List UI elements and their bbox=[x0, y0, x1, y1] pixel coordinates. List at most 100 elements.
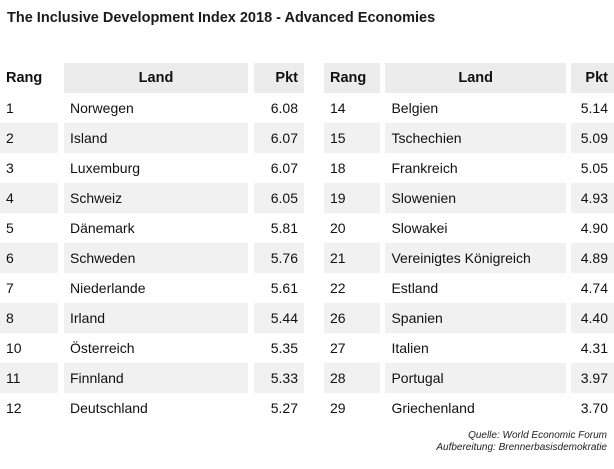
land-cell: Frankreich bbox=[391, 160, 458, 176]
table-row: 20 Slowakei 4.90 bbox=[324, 213, 614, 243]
land-cell: Slowakei bbox=[391, 220, 448, 236]
land-cell: Italien bbox=[391, 340, 429, 356]
column-header-rang: Rang bbox=[0, 63, 58, 93]
pkt-cell: 6.08 bbox=[270, 100, 298, 116]
pkt-cell: 5.27 bbox=[270, 400, 298, 416]
rang-cell: 5 bbox=[6, 220, 14, 236]
land-cell: Dänemark bbox=[70, 220, 135, 236]
pkt-cell: 5.33 bbox=[254, 363, 304, 393]
source-note: Quelle: World Economic Forum Aufbereitun… bbox=[436, 430, 607, 454]
table-row: 14 Belgien 5.14 bbox=[324, 93, 614, 123]
rang-cell: 3 bbox=[6, 160, 14, 176]
land-cell: Portugal bbox=[385, 363, 566, 393]
pkt-cell: 6.07 bbox=[270, 160, 298, 176]
land-cell: Österreich bbox=[70, 340, 135, 356]
table-row: 27 Italien 4.31 bbox=[324, 333, 614, 363]
rang-cell: 21 bbox=[324, 243, 381, 273]
table-row: 6 Schweden 5.76 bbox=[0, 243, 304, 273]
pkt-cell: 5.61 bbox=[270, 280, 298, 296]
column-header-rang: Rang bbox=[324, 63, 381, 93]
land-cell: Schweiz bbox=[64, 183, 248, 213]
pkt-cell: 5.35 bbox=[270, 340, 298, 356]
pkt-cell: 4.93 bbox=[571, 183, 614, 213]
land-cell: Schweden bbox=[64, 243, 248, 273]
credit-line: Aufbereitung: Brennerbasisdemokratie bbox=[436, 442, 607, 453]
pkt-cell: 5.44 bbox=[254, 303, 304, 333]
rang-cell: 2 bbox=[0, 123, 58, 153]
rang-cell: 4 bbox=[0, 183, 58, 213]
land-cell: Estland bbox=[391, 280, 439, 296]
land-cell: Finnland bbox=[64, 363, 248, 393]
table-header-row: Rang Land Pkt bbox=[324, 63, 614, 93]
table-row: 7 Niederlande 5.61 bbox=[0, 273, 304, 303]
source-line: Quelle: World Economic Forum bbox=[468, 430, 607, 441]
table-header-row: Rang Land Pkt bbox=[0, 63, 304, 93]
rang-cell: 7 bbox=[6, 280, 14, 296]
table-row: 12 Deutschland 5.27 bbox=[0, 393, 304, 423]
rang-cell: 11 bbox=[0, 363, 58, 393]
pkt-cell: 4.90 bbox=[580, 220, 608, 236]
table-row: 2 Island 6.07 bbox=[0, 123, 304, 153]
table-row: 10 Österreich 5.35 bbox=[0, 333, 304, 363]
land-cell: Belgien bbox=[391, 100, 439, 116]
rang-cell: 29 bbox=[330, 400, 346, 416]
rang-cell: 19 bbox=[324, 183, 381, 213]
column-header-pkt: Pkt bbox=[254, 63, 304, 93]
table-row: 1 Norwegen 6.08 bbox=[0, 93, 304, 123]
column-header-land: Land bbox=[385, 63, 566, 93]
table-body-left: 1 Norwegen 6.08 2 Island 6.07 3 Luxemburg 6.07 4 S… bbox=[0, 93, 304, 423]
rang-cell: 20 bbox=[330, 220, 346, 236]
rang-cell: 27 bbox=[330, 340, 346, 356]
pkt-cell: 5.09 bbox=[571, 123, 614, 153]
column-header-pkt: Pkt bbox=[571, 63, 614, 93]
table-row: 11 Finnland 5.33 bbox=[0, 363, 304, 393]
table-row: 21 Vereinigtes Königreich 4.89 bbox=[324, 243, 614, 273]
rang-cell: 10 bbox=[6, 340, 22, 356]
table-row: 4 Schweiz 6.05 bbox=[0, 183, 304, 213]
table-row: 3 Luxemburg 6.07 bbox=[0, 153, 304, 183]
table-row: 26 Spanien 4.40 bbox=[324, 303, 614, 333]
table-body-right: 14 Belgien 5.14 15 Tschechien 5.09 18 Frankreic… bbox=[324, 93, 614, 423]
pkt-cell: 3.97 bbox=[571, 363, 614, 393]
pkt-cell: 4.89 bbox=[571, 243, 614, 273]
land-cell: Island bbox=[64, 123, 248, 153]
rang-cell: 6 bbox=[0, 243, 58, 273]
rang-cell: 15 bbox=[324, 123, 381, 153]
land-cell: Griechenland bbox=[391, 400, 475, 416]
pkt-cell: 3.70 bbox=[580, 400, 608, 416]
rang-cell: 28 bbox=[324, 363, 381, 393]
pkt-cell: 5.81 bbox=[270, 220, 298, 236]
rang-cell: 1 bbox=[6, 100, 14, 116]
land-cell: Spanien bbox=[385, 303, 566, 333]
table-row: 15 Tschechien 5.09 bbox=[324, 123, 614, 153]
pkt-cell: 4.40 bbox=[571, 303, 614, 333]
rang-cell: 22 bbox=[330, 280, 346, 296]
rang-cell: 18 bbox=[330, 160, 346, 176]
land-cell: Tschechien bbox=[385, 123, 566, 153]
land-cell: Irland bbox=[64, 303, 248, 333]
ranking-table-left: Rang Land Pkt 1 Norwegen 6.08 2 Island 6.07 3 L… bbox=[0, 63, 304, 423]
land-cell: Slowenien bbox=[385, 183, 566, 213]
table-row: 29 Griechenland 3.70 bbox=[324, 393, 614, 423]
pkt-cell: 6.05 bbox=[254, 183, 304, 213]
pkt-cell: 5.14 bbox=[580, 100, 608, 116]
table-row: 8 Irland 5.44 bbox=[0, 303, 304, 333]
pkt-cell: 5.05 bbox=[580, 160, 608, 176]
rang-cell: 26 bbox=[324, 303, 381, 333]
pkt-cell: 6.07 bbox=[254, 123, 304, 153]
land-cell: Niederlande bbox=[70, 280, 146, 296]
column-header-land: Land bbox=[64, 63, 248, 93]
pkt-cell: 4.31 bbox=[580, 340, 608, 356]
ranking-table-right: Rang Land Pkt 14 Belgien 5.14 15 Tschechien 5… bbox=[324, 63, 614, 423]
land-cell: Norwegen bbox=[70, 100, 134, 116]
land-cell: Vereinigtes Königreich bbox=[385, 243, 566, 273]
page-title: The Inclusive Development Index 2018 - A… bbox=[7, 10, 436, 26]
table-row: 19 Slowenien 4.93 bbox=[324, 183, 614, 213]
pkt-cell: 5.76 bbox=[254, 243, 304, 273]
rang-cell: 12 bbox=[6, 400, 22, 416]
land-cell: Deutschland bbox=[70, 400, 148, 416]
land-cell: Luxemburg bbox=[70, 160, 141, 176]
table-row: 18 Frankreich 5.05 bbox=[324, 153, 614, 183]
rang-cell: 8 bbox=[0, 303, 58, 333]
table-row: 22 Estland 4.74 bbox=[324, 273, 614, 303]
